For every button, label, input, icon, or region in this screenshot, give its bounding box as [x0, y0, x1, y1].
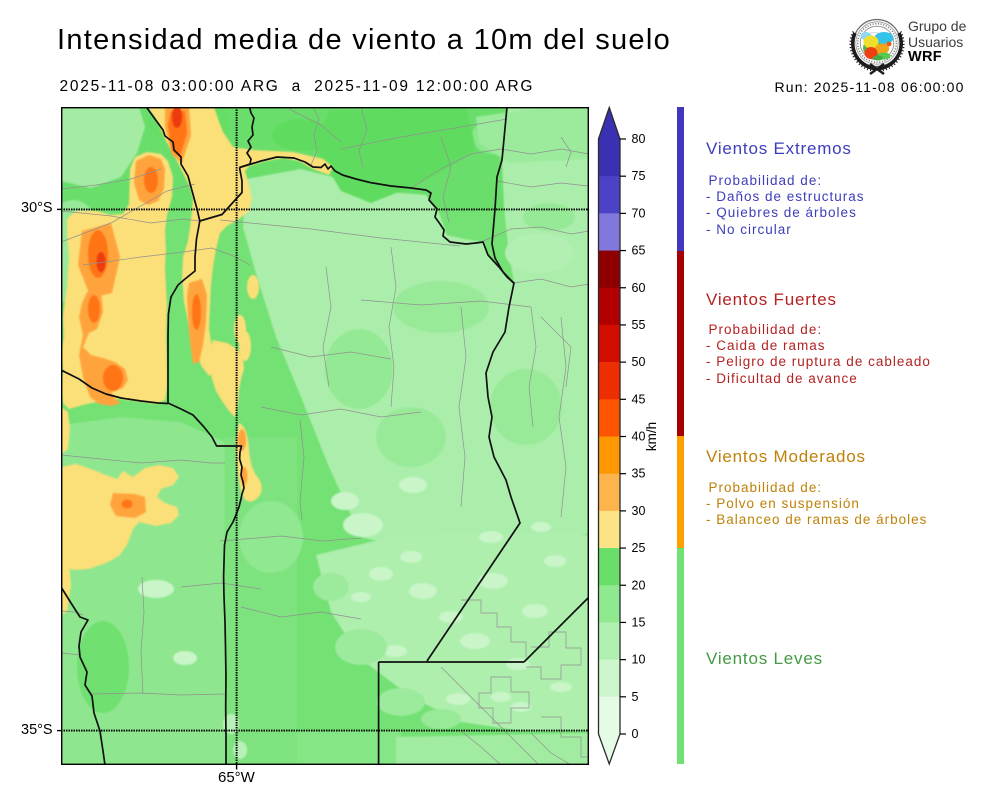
svg-text:5: 5 — [632, 690, 639, 704]
svg-text:45: 45 — [632, 392, 646, 406]
svg-text:0: 0 — [632, 727, 639, 741]
svg-text:50: 50 — [632, 355, 646, 369]
svg-text:70: 70 — [632, 206, 646, 220]
svg-text:40: 40 — [632, 430, 646, 444]
svg-text:80: 80 — [632, 132, 646, 146]
svg-text:75: 75 — [632, 169, 646, 183]
svg-text:55: 55 — [632, 318, 646, 332]
svg-text:km/h: km/h — [644, 422, 659, 451]
svg-text:35: 35 — [632, 467, 646, 481]
svg-text:10: 10 — [632, 653, 646, 667]
svg-text:15: 15 — [632, 615, 646, 629]
svg-text:60: 60 — [632, 281, 646, 295]
svg-text:20: 20 — [632, 578, 646, 592]
svg-text:25: 25 — [632, 541, 646, 555]
svg-text:65: 65 — [632, 244, 646, 258]
svg-text:30: 30 — [632, 504, 646, 518]
